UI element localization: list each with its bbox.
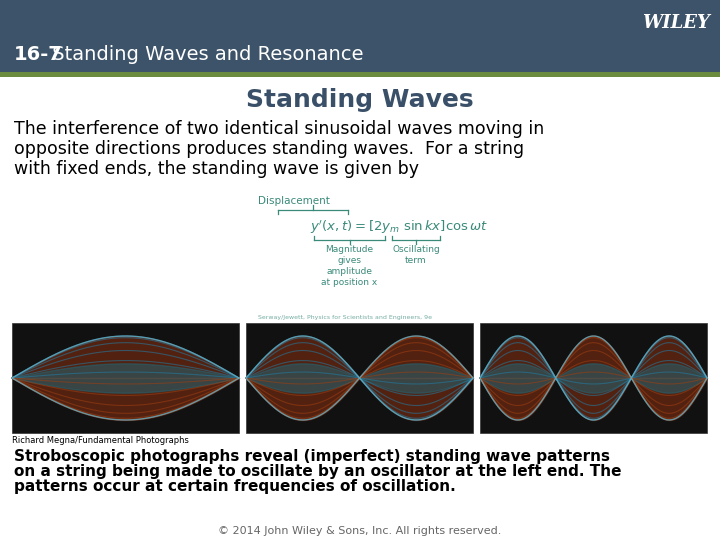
- Text: © 2014 John Wiley & Sons, Inc. All rights reserved.: © 2014 John Wiley & Sons, Inc. All right…: [218, 526, 502, 536]
- Text: 16-7: 16-7: [14, 45, 63, 64]
- Text: The interference of two identical sinusoidal waves moving in: The interference of two identical sinuso…: [14, 120, 544, 138]
- Bar: [246, 323, 473, 433]
- Text: opposite directions produces standing waves.  For a string: opposite directions produces standing wa…: [14, 140, 524, 158]
- Bar: [480, 323, 707, 433]
- Bar: [0, 72, 720, 77]
- Text: Standing Waves: Standing Waves: [246, 88, 474, 112]
- Text: Richard Megna/Fundamental Photographs: Richard Megna/Fundamental Photographs: [12, 436, 189, 445]
- Text: $y'(x,t) = [2y_m\ \sin kx]\cos\omega t$: $y'(x,t) = [2y_m\ \sin kx]\cos\omega t$: [310, 218, 488, 235]
- Bar: [0, 0, 720, 72]
- Text: Serway/Jewett, Physics for Scientists and Engineers, 9e: Serway/Jewett, Physics for Scientists an…: [258, 315, 432, 320]
- Text: Magnitude
gives
amplitude
at position x: Magnitude gives amplitude at position x: [321, 245, 377, 287]
- Text: on a string being made to oscillate by an oscillator at the left end. The: on a string being made to oscillate by a…: [14, 464, 621, 479]
- Text: with fixed ends, the standing wave is given by: with fixed ends, the standing wave is gi…: [14, 160, 419, 178]
- Text: Oscillating
term: Oscillating term: [392, 245, 440, 265]
- Bar: [12, 323, 239, 433]
- Text: WILEY: WILEY: [642, 14, 710, 32]
- Text: Standing Waves and Resonance: Standing Waves and Resonance: [46, 45, 364, 64]
- Text: patterns occur at certain frequencies of oscillation.: patterns occur at certain frequencies of…: [14, 479, 456, 494]
- Text: Displacement: Displacement: [258, 196, 330, 206]
- Text: Stroboscopic photographs reveal (imperfect) standing wave patterns: Stroboscopic photographs reveal (imperfe…: [14, 449, 610, 464]
